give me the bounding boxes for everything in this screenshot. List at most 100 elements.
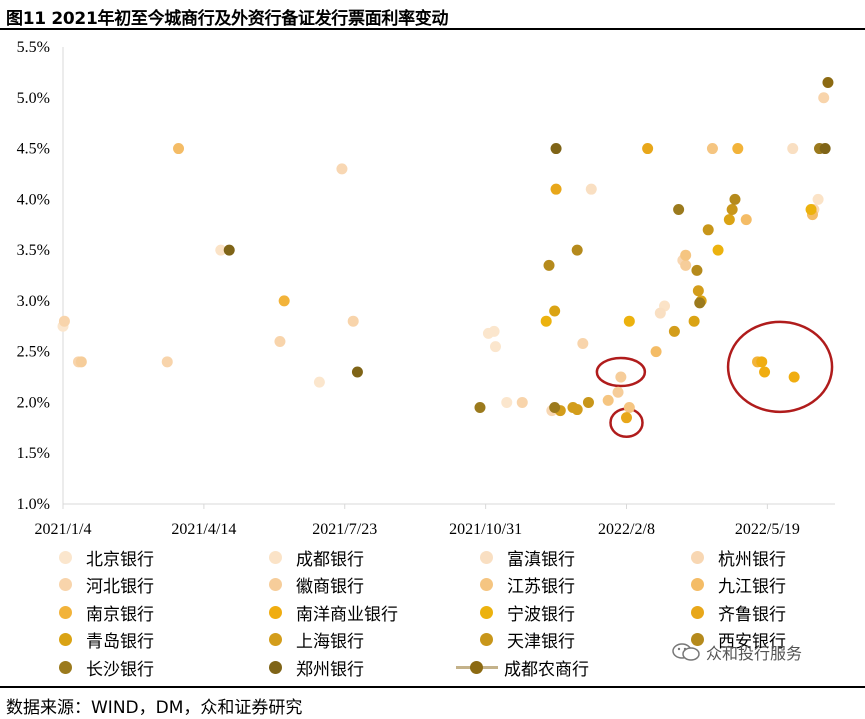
legend-marker [269, 660, 282, 674]
data-point [577, 338, 589, 350]
legend-marker [691, 633, 704, 646]
data-point [223, 244, 235, 256]
legend-marker [269, 633, 282, 646]
y-tick-label: 2.5% [17, 344, 50, 361]
legend-label: 九江银行 [718, 577, 786, 597]
legend-label: 成都农商行 [504, 659, 589, 680]
data-point [680, 249, 692, 261]
x-tick-label: 2021/4/14 [171, 521, 236, 538]
data-point [668, 325, 680, 337]
y-tick-label: 4.5% [17, 141, 50, 158]
data-point [623, 402, 635, 414]
legend-item: 杭州银行 [687, 544, 786, 570]
chart-title: 图11 2021年初至今城商行及外资行备证发行票面利率变动 [6, 9, 449, 29]
data-point [819, 143, 831, 155]
legend-marker [470, 660, 483, 674]
data-point [173, 143, 185, 155]
legend-label: 河北银行 [86, 577, 154, 597]
data-point [702, 224, 714, 236]
legend-item: 天津银行 [476, 627, 575, 653]
y-tick-label: 4.0% [17, 191, 50, 208]
legend-item: 河北银行 [55, 572, 154, 598]
legend-marker [691, 578, 704, 591]
legend-marker [59, 578, 72, 591]
legend-marker [59, 633, 72, 646]
x-tick-label: 2022/5/19 [735, 521, 800, 538]
data-point [489, 341, 501, 353]
data-point [488, 325, 500, 337]
data-point [691, 264, 703, 276]
legend-marker [691, 550, 704, 564]
legend-label: 长沙银行 [86, 659, 154, 680]
y-tick-label: 3.5% [17, 242, 50, 259]
legend-label: 成都银行 [296, 549, 364, 570]
legend-marker [480, 633, 493, 646]
data-point [740, 214, 752, 226]
legend-label: 北京银行 [86, 549, 154, 570]
legend-label: 上海银行 [296, 632, 364, 652]
legend-marker [480, 550, 493, 564]
data-point [723, 214, 735, 226]
legend-item: 上海银行 [265, 627, 364, 653]
data-point [543, 259, 555, 271]
y-tick-label: 5.5% [17, 39, 50, 56]
data-point [313, 376, 325, 388]
legend-marker [480, 578, 493, 591]
data-point [501, 396, 513, 408]
data-point [787, 143, 799, 155]
legend-item: 齐鲁银行 [687, 599, 786, 625]
legend-marker [269, 605, 282, 619]
data-point [278, 295, 290, 307]
data-point [818, 92, 830, 104]
legend-item: 宁波银行 [476, 599, 575, 625]
data-point [712, 244, 724, 256]
title-bar: 图11 2021年初至今城商行及外资行备证发行票面利率变动 [0, 0, 865, 30]
data-point [274, 336, 286, 348]
legend-item: 富滇银行 [476, 544, 575, 570]
legend-item: 南京银行 [55, 599, 154, 625]
legend-label: 富滇银行 [507, 549, 575, 570]
data-point [694, 297, 706, 309]
highlight-circle [726, 320, 834, 414]
data-point [680, 259, 692, 271]
legend-item: 南洋商业银行 [265, 599, 398, 625]
y-tick-label: 1.5% [17, 445, 50, 462]
legend-marker [59, 550, 72, 564]
data-point [602, 394, 614, 406]
data-point [756, 356, 768, 368]
data-point [650, 346, 662, 358]
legend-label: 青岛银行 [86, 632, 154, 652]
data-point [58, 315, 70, 327]
legend-label: 西安银行 [718, 632, 786, 652]
data-point [706, 143, 718, 155]
data-point [571, 404, 583, 416]
legend-marker [691, 605, 704, 619]
data-point [550, 143, 562, 155]
data-point [623, 315, 635, 327]
x-tick-label: 2021/10/31 [449, 521, 522, 538]
legend-label: 南京银行 [86, 604, 154, 625]
data-point [612, 386, 624, 398]
data-point [673, 203, 685, 215]
legend-label: 南洋商业银行 [296, 604, 398, 625]
data-point [161, 356, 173, 368]
data-point [347, 315, 359, 327]
scatter-chart: 1.0% 1.5% 2.0% 2.5% 3.0% 3.5% 4.0% 4.5% 5.0% 5.5%… [17, 39, 835, 538]
data-point [336, 163, 348, 175]
data-point [215, 244, 227, 256]
data-point [516, 396, 528, 408]
wechat-icon [672, 643, 700, 661]
legend-item: 青岛银行 [55, 627, 154, 653]
data-point [582, 396, 594, 408]
legend: 北京银行 成都银行 富滇银行 杭州银行 河北银行 徽商银行 江苏银行 九江银行 南京银行 南洋商业… [0, 544, 865, 686]
watermark-text: 众和投行服务 [706, 644, 803, 663]
y-tick-label: 5.0% [17, 90, 50, 107]
watermark: 众和投行服务 [672, 640, 802, 664]
data-point [615, 371, 627, 383]
legend-item: 成都银行 [265, 544, 364, 570]
legend-label: 徽商银行 [296, 577, 364, 597]
source-note: 数据来源：WIND，DM，众和证券研究 [6, 698, 303, 718]
legend-item: 徽商银行 [265, 572, 364, 598]
legend-marker [269, 578, 282, 591]
data-point [642, 143, 654, 155]
